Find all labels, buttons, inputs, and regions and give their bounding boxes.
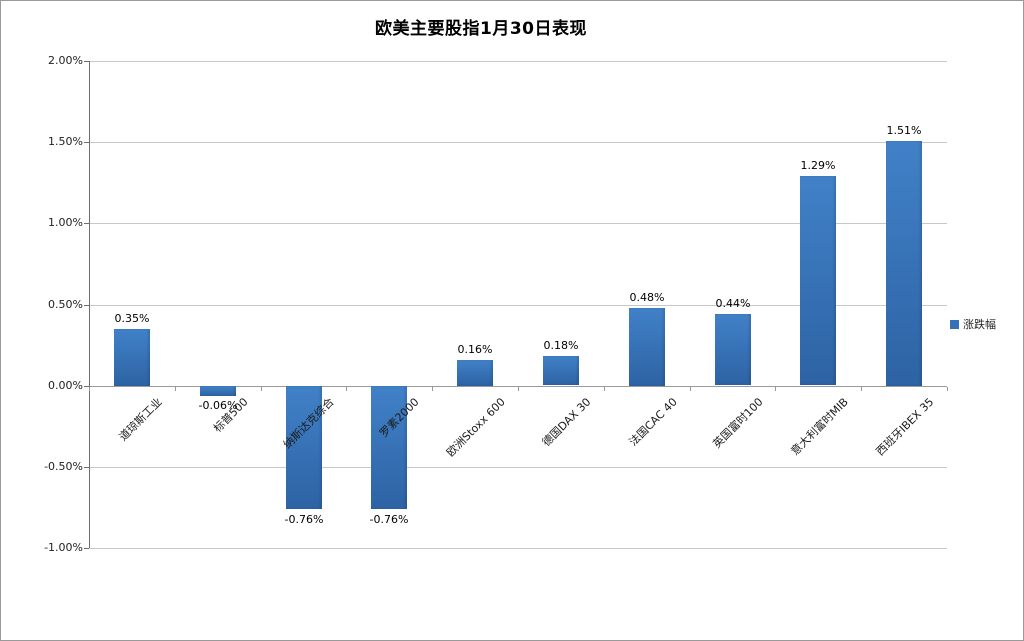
data-label: 0.44% [715,297,751,310]
x-axis-category-label: 道琼斯工业 [116,395,165,444]
x-axis-zero-line [89,386,947,387]
y-axis-tick-label: 1.50% [48,135,83,148]
y-axis-tick-label: 1.00% [48,216,83,229]
x-axis-tick [261,387,262,391]
x-axis-tick [861,387,862,391]
gridline [89,223,947,224]
bar-9 [800,176,836,385]
chart-title: 欧美主要股指1月30日表现 [375,19,587,39]
y-axis-tick-label: -1.00% [44,541,83,554]
y-axis-tick [84,223,89,224]
x-axis-category-label: 欧洲Stoxx 600 [443,395,508,460]
y-axis-line [89,61,90,548]
y-axis-tick-label: 0.50% [48,298,83,311]
x-axis-tick [947,387,948,391]
x-axis-tick [775,387,776,391]
x-axis-category-label: 德国DAX 30 [539,395,594,450]
bar-10 [886,141,922,386]
data-label: 0.16% [457,343,493,356]
x-axis-tick [89,387,90,391]
data-label: 1.29% [800,159,836,172]
y-axis-tick [84,467,89,468]
x-axis-tick [518,387,519,391]
bar-7 [629,308,665,386]
gridline [89,548,947,549]
gridline [89,305,947,306]
x-axis-tick [604,387,605,391]
data-label: 0.48% [629,291,665,304]
y-axis-tick [84,548,89,549]
legend: 涨跌幅 [950,316,996,332]
data-label: 1.51% [886,124,922,137]
x-axis-category-label: 法国CAC 40 [626,395,680,449]
gridline [89,61,947,62]
y-axis-tick-label: 0.00% [48,379,83,392]
legend-swatch-icon [950,319,959,329]
gridline [89,467,947,468]
legend-label: 涨跌幅 [963,318,996,331]
y-axis-tick [84,142,89,143]
x-axis-category-label: 西班牙IBEX 35 [873,395,937,459]
bar-3 [286,386,322,509]
bar-4 [371,386,407,509]
data-label: -0.06% [198,399,238,412]
bar-2 [200,386,236,396]
bar-1 [114,329,150,386]
x-axis-category-label: 英国富时100 [710,395,766,451]
bar-8 [715,314,751,385]
x-axis-tick [346,387,347,391]
data-label: 0.18% [543,339,579,352]
x-axis-tick [690,387,691,391]
data-label: -0.76% [284,513,324,526]
y-axis-tick-label: -0.50% [44,460,83,473]
y-axis-tick [84,61,89,62]
y-axis-tick-label: 2.00% [48,54,83,67]
data-label: -0.76% [369,513,409,526]
bar-5 [457,360,493,386]
x-axis-category-label: 意大利富时MIB [788,395,851,458]
y-axis-tick [84,305,89,306]
y-axis-tick [84,386,89,387]
bar-6 [543,356,579,385]
gridline [89,142,947,143]
data-label: 0.35% [114,312,150,325]
x-axis-tick [175,387,176,391]
x-axis-tick [432,387,433,391]
